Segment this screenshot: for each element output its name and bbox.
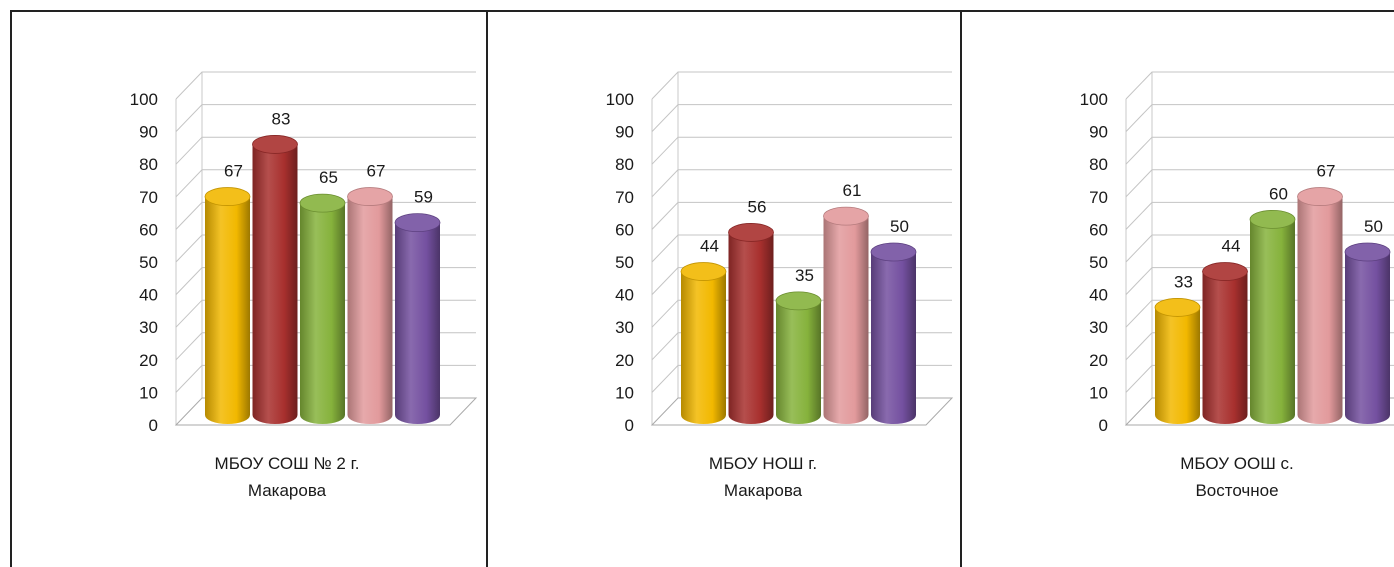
- y-tick-label: 70: [615, 188, 634, 207]
- data-label: 67: [367, 162, 386, 181]
- bar: [204, 187, 251, 424]
- bar: [728, 223, 774, 424]
- y-tick-label: 70: [139, 188, 158, 207]
- category-label: МБОУ НОШ г. Макарова: [643, 450, 883, 504]
- y-tick-label: 10: [139, 383, 158, 402]
- y-tick-label: 100: [130, 90, 158, 109]
- y-tick-label: 30: [139, 318, 158, 337]
- bar: [1202, 262, 1248, 424]
- chart-svg-1: 0 10 20 30 40 50 60 70 80 90 100 67 83 65 67 59: [130, 71, 478, 435]
- bar: [823, 206, 869, 424]
- y-tick-label: 100: [606, 90, 634, 109]
- y-tick-label: 50: [1089, 253, 1108, 272]
- gridline: [651, 71, 952, 100]
- y-tick-label: 20: [1089, 351, 1108, 370]
- bar: [299, 193, 346, 424]
- y-tick-label: 80: [139, 155, 158, 174]
- bar: [252, 135, 298, 425]
- y-tick-label: 0: [149, 416, 158, 435]
- y-tick-label: 0: [625, 416, 634, 435]
- gridline: [651, 201, 952, 230]
- data-label: 67: [224, 162, 243, 181]
- y-tick-label: 10: [615, 383, 634, 402]
- bar: [775, 291, 822, 424]
- column-divider: [486, 10, 488, 567]
- data-label: 83: [272, 109, 291, 128]
- data-label: 56: [748, 197, 767, 216]
- y-tick-label: 50: [139, 253, 158, 272]
- bar: [1344, 242, 1391, 424]
- category-label-line-2: Макарова: [723, 481, 803, 500]
- y-tick-label: 20: [139, 351, 158, 370]
- y-tick-label: 60: [1089, 220, 1108, 239]
- data-label: 44: [1222, 237, 1241, 256]
- gridline: [175, 136, 476, 165]
- gridline: [1125, 136, 1394, 165]
- category-label-line-2: Макарова: [247, 481, 327, 500]
- y-tick-label: 50: [615, 253, 634, 272]
- y-tick-label: 0: [1099, 416, 1108, 435]
- data-label: 67: [1317, 162, 1336, 181]
- y-tick-label: 90: [615, 123, 634, 142]
- category-label-line-1: МБОУ СОШ № 2 г.: [214, 454, 360, 473]
- data-label: 44: [700, 237, 719, 256]
- y-tick-label: 70: [1089, 188, 1108, 207]
- chart-panel-2: 0 10 20 30 40 50 60 70 80 90 100 44 56 35 61 50 МБОУ НО…: [488, 12, 960, 567]
- chart-panel-1: 0 10 20 30 40 50 60 70 80 90 100 67 83 65 67 59 МБОУ СО…: [12, 12, 486, 567]
- column-divider: [960, 10, 962, 567]
- category-label-line-1: МБОУ НОШ г.: [708, 454, 818, 473]
- data-label: 59: [414, 188, 433, 207]
- bar: [680, 262, 727, 424]
- y-tick-label: 20: [615, 351, 634, 370]
- y-tick-label: 30: [615, 318, 634, 337]
- y-tick-label: 80: [615, 155, 634, 174]
- category-label: МБОУ СОШ № 2 г. Макарова: [167, 450, 407, 504]
- gridline: [175, 71, 476, 100]
- y-tick-label: 40: [1089, 286, 1108, 305]
- data-label: 35: [795, 266, 814, 285]
- y-tick-label: 30: [1089, 318, 1108, 337]
- y-tick-label: 40: [139, 286, 158, 305]
- chart-panel-3: 0 10 20 30 40 50 60 70 80 90 100 33 44 60 67 50 МБОУ ОО…: [962, 12, 1394, 567]
- category-label: МБОУ ООШ с. Восточное: [1117, 450, 1357, 504]
- gridline: [1125, 104, 1394, 132]
- category-label-line-1: МБОУ ООШ с.: [1180, 454, 1294, 473]
- bar: [1154, 298, 1201, 424]
- data-label: 60: [1269, 184, 1288, 203]
- gridline: [175, 104, 476, 132]
- y-tick-label: 60: [615, 220, 634, 239]
- bar: [1297, 187, 1343, 424]
- gridline: [1125, 169, 1394, 198]
- data-label: 33: [1174, 272, 1193, 291]
- y-tick-label: 10: [1089, 383, 1108, 402]
- table-frame: [10, 10, 1394, 567]
- bar: [394, 213, 441, 424]
- data-label: 50: [890, 217, 909, 236]
- y-tick-label: 80: [1089, 155, 1108, 174]
- y-tick-label: 60: [139, 220, 158, 239]
- bar: [1249, 209, 1296, 424]
- data-label: 50: [1364, 217, 1383, 236]
- gridline: [1125, 71, 1394, 100]
- category-label-line-2: Восточное: [1195, 481, 1279, 500]
- y-tick-label: 100: [1080, 90, 1108, 109]
- gridline: [651, 104, 952, 132]
- gridline: [651, 169, 952, 198]
- data-label: 65: [319, 168, 338, 187]
- y-tick-label: 90: [139, 123, 158, 142]
- bar: [347, 187, 393, 424]
- y-tick-label: 40: [615, 286, 634, 305]
- chart-svg-3: 0 10 20 30 40 50 60 70 80 90 100 33 44 60 67 50: [1080, 71, 1394, 435]
- chart-svg-2: 0 10 20 30 40 50 60 70 80 90 100 44 56 35 61 50: [606, 71, 954, 435]
- gridline: [651, 136, 952, 165]
- data-label: 61: [843, 181, 862, 200]
- bar: [870, 242, 917, 424]
- y-tick-label: 90: [1089, 123, 1108, 142]
- gridline: [175, 169, 476, 198]
